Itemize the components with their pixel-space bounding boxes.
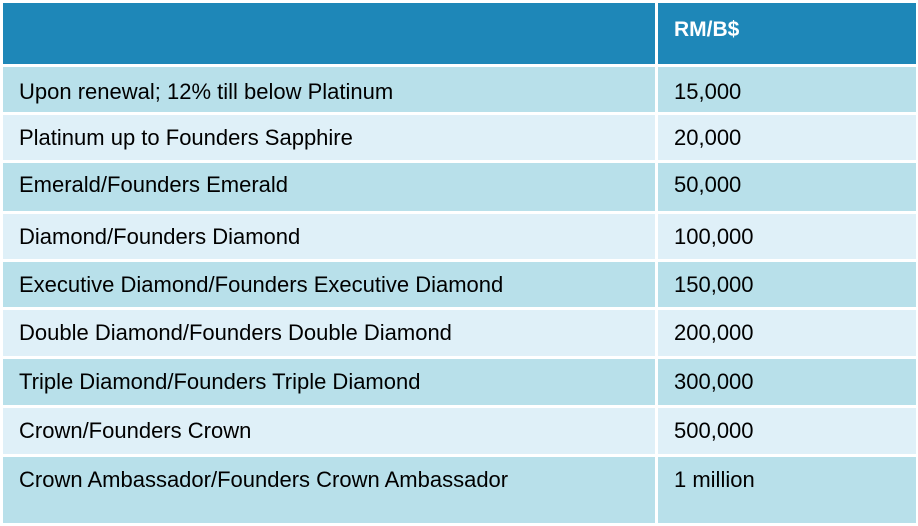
tier-cell: Upon renewal; 12% till below Platinum <box>3 67 655 112</box>
tier-cell: Diamond/Founders Diamond <box>3 214 655 259</box>
table-row: Executive Diamond/Founders Executive Dia… <box>3 262 916 307</box>
table-row: Crown/Founders Crown 500,000 <box>3 408 916 454</box>
amount-cell: 300,000 <box>658 359 916 405</box>
table-row: Upon renewal; 12% till below Platinum 15… <box>3 67 916 112</box>
tier-cell: Platinum up to Founders Sapphire <box>3 115 655 160</box>
amount-cell: 1 million <box>658 457 916 523</box>
table-header-row: RM/B$ <box>3 3 916 64</box>
amount-cell: 500,000 <box>658 408 916 454</box>
amount-cell: 100,000 <box>658 214 916 259</box>
tier-cell: Crown/Founders Crown <box>3 408 655 454</box>
table-row: Platinum up to Founders Sapphire 20,000 <box>3 115 916 160</box>
tier-cell: Triple Diamond/Founders Triple Diamond <box>3 359 655 405</box>
amount-cell: 15,000 <box>658 67 916 112</box>
amount-cell: 150,000 <box>658 262 916 307</box>
table-row: Triple Diamond/Founders Triple Diamond 3… <box>3 359 916 405</box>
amount-cell: 50,000 <box>658 163 916 211</box>
table-row: Double Diamond/Founders Double Diamond 2… <box>3 310 916 356</box>
header-cell-amount: RM/B$ <box>658 3 916 64</box>
tier-cell: Executive Diamond/Founders Executive Dia… <box>3 262 655 307</box>
table-row: Crown Ambassador/Founders Crown Ambassad… <box>3 457 916 523</box>
tier-cell: Crown Ambassador/Founders Crown Ambassad… <box>3 457 655 523</box>
header-cell-tier <box>3 3 655 64</box>
tier-cell: Double Diamond/Founders Double Diamond <box>3 310 655 356</box>
table-row: Diamond/Founders Diamond 100,000 <box>3 214 916 259</box>
amount-cell: 200,000 <box>658 310 916 356</box>
tier-cell: Emerald/Founders Emerald <box>3 163 655 211</box>
amount-cell: 20,000 <box>658 115 916 160</box>
table-row: Emerald/Founders Emerald 50,000 <box>3 163 916 211</box>
